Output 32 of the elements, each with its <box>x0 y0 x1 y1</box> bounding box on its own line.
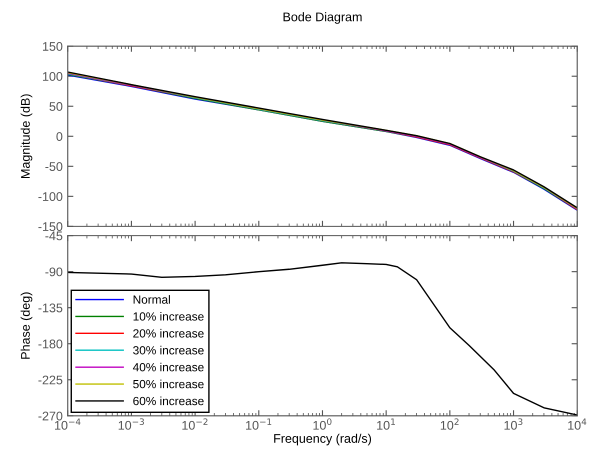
y-tick-label: -180 <box>38 340 62 348</box>
x-tick-label: 10$^{4}$ <box>568 418 586 430</box>
x-axis-title: Frequency (rad/s) <box>274 434 372 446</box>
x-tick-label: 10$^{2}$ <box>440 418 459 430</box>
x-tick-label: 10$^{−2}$ <box>182 418 208 430</box>
y-axis-title: Magnitude (dB) <box>20 94 32 178</box>
y-tick-label: -100 <box>38 192 62 201</box>
y-tick-label: -90 <box>45 267 62 276</box>
y-tick-label: -135 <box>38 303 62 312</box>
x-tick-label: 10$^{−1}$ <box>246 418 272 430</box>
y-tick-label: 50 <box>49 102 62 111</box>
y-tick-label: -225 <box>38 376 62 384</box>
x-tick-label: 10$^{−3}$ <box>118 418 144 430</box>
legend-label: 60% increase <box>133 396 204 406</box>
y-tick-label: 150 <box>42 42 62 51</box>
y-tick-label: -45 <box>45 232 62 240</box>
y-axis-title: Phase (deg) <box>20 292 32 359</box>
legend-label: 30% increase <box>133 346 204 354</box>
y-tick-label: -50 <box>45 162 62 171</box>
chart-title: Bode Diagram <box>284 12 362 24</box>
x-tick-label: 10$^{1}$ <box>377 418 395 430</box>
y-tick-label: 100 <box>42 72 62 81</box>
x-tick-label: 10$^{0}$ <box>313 418 332 430</box>
legend-label: 10% increase <box>134 312 204 321</box>
y-tick-label: -150 <box>38 222 62 232</box>
y-tick-label: -270 <box>38 412 62 420</box>
legend-label: 50% increase <box>133 380 204 388</box>
legend-label: 40% increase <box>132 362 204 372</box>
legend-label: Normal <box>134 295 170 304</box>
x-tick-label: 10$^{3}$ <box>504 418 522 430</box>
legend-label: 20% increase <box>133 328 204 338</box>
y-tick-label: 0 <box>56 132 62 141</box>
